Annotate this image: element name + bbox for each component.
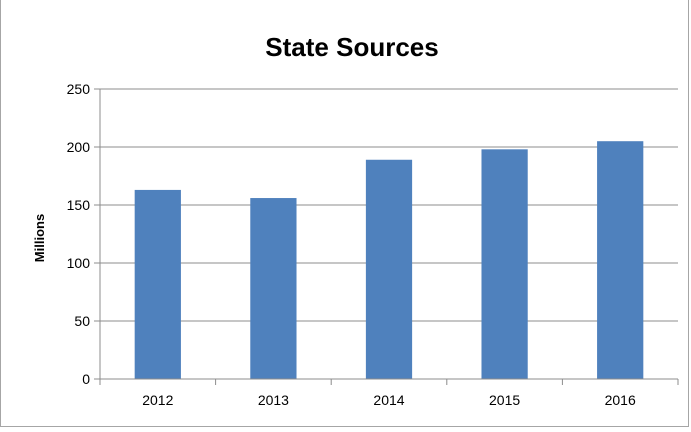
x-tick-label: 2012 — [142, 392, 173, 408]
y-tick-label: 0 — [82, 371, 90, 387]
y-tick-label: 200 — [67, 139, 91, 155]
x-tick-labels: 2012 2013 2014 2015 2016 — [142, 392, 636, 408]
chart-title: State Sources — [265, 32, 438, 62]
x-tick-label: 2016 — [605, 392, 636, 408]
y-tick-label: 150 — [67, 197, 91, 213]
bar-2014 — [365, 159, 413, 379]
x-tick-label: 2014 — [373, 392, 404, 408]
x-tick-label: 2013 — [258, 392, 289, 408]
bar-2013 — [250, 198, 297, 379]
y-tick-label: 50 — [74, 313, 90, 329]
y-axis-label: Millions — [32, 214, 47, 262]
y-tick-labels: 0 50 100 150 200 250 — [67, 81, 91, 387]
x-tick-label: 2015 — [489, 392, 520, 408]
bar-2016 — [597, 141, 644, 379]
bar-2015 — [481, 149, 528, 379]
bars — [134, 141, 644, 379]
bar-2012 — [134, 189, 181, 379]
y-tick-label: 250 — [67, 81, 91, 97]
axes — [94, 88, 679, 385]
y-tick-label: 100 — [67, 255, 91, 271]
